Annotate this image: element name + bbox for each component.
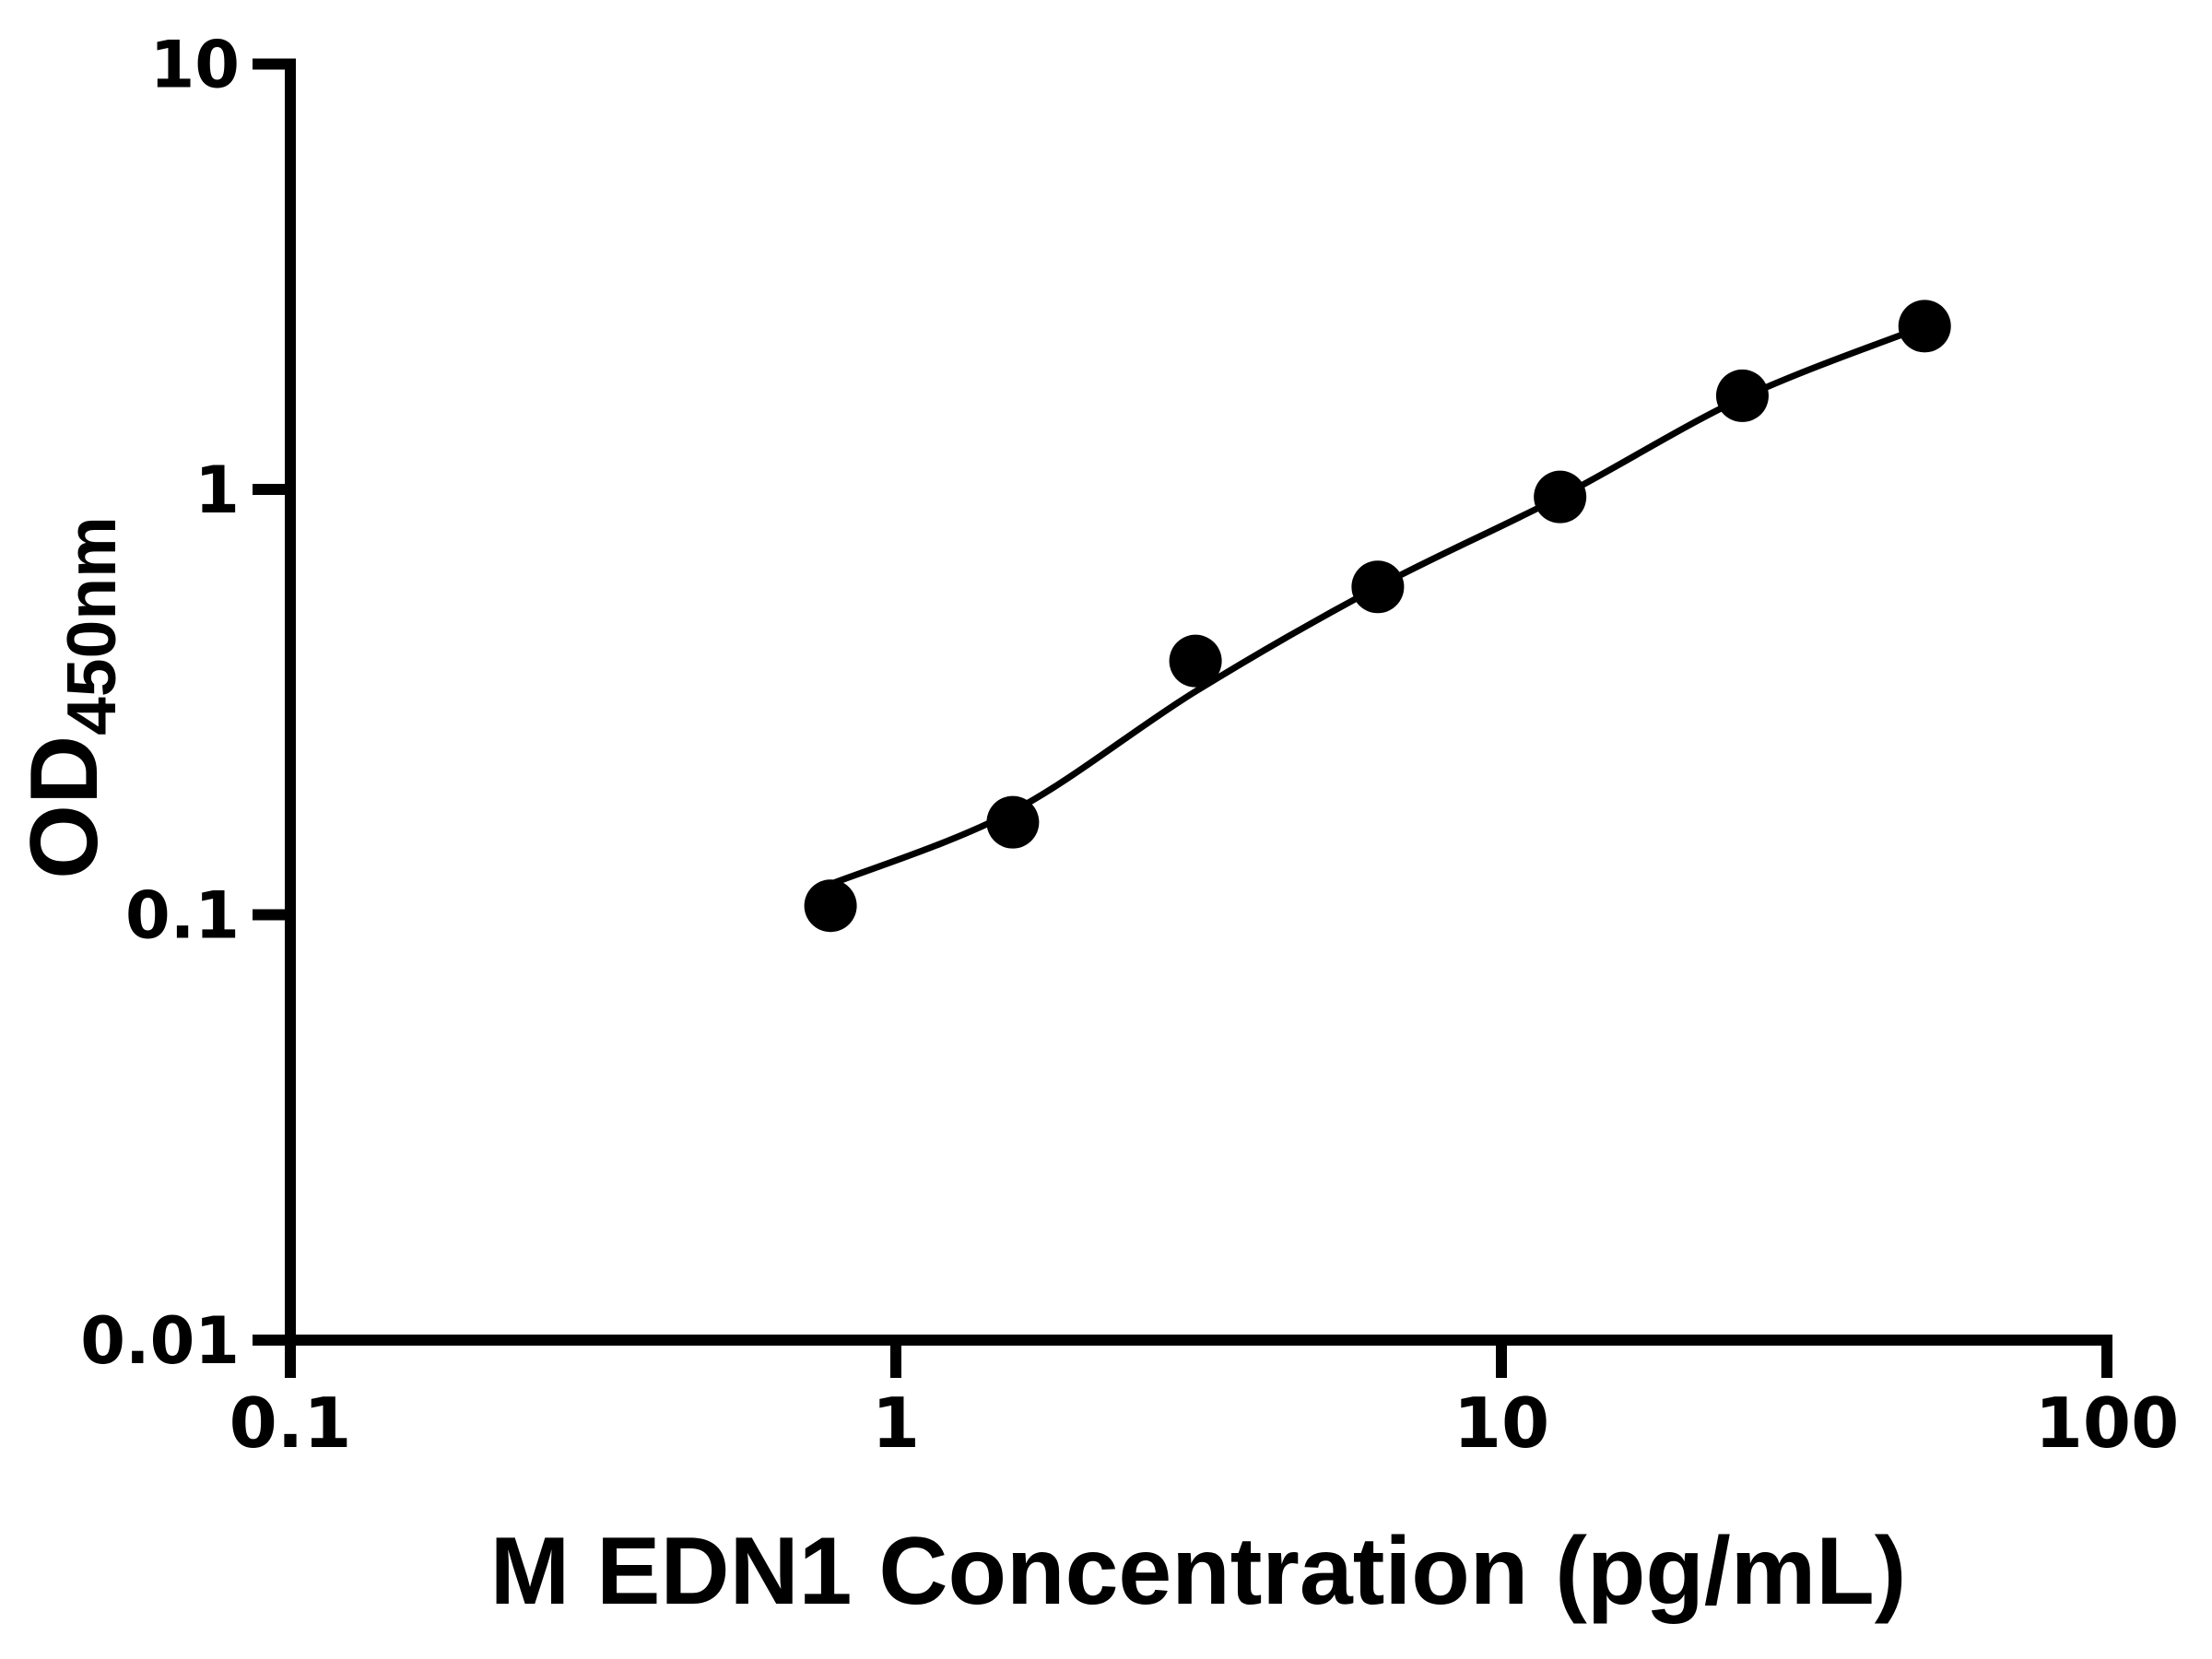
data-point xyxy=(1534,470,1587,524)
data-point xyxy=(804,879,857,933)
x-tick-label: 1 xyxy=(872,1382,920,1464)
y-axis-title-subscript: 450nm xyxy=(53,516,130,735)
data-point xyxy=(986,795,1040,849)
x-tick-label: 10 xyxy=(1453,1382,1549,1464)
y-axis-title-main: OD xyxy=(11,735,118,879)
data-point xyxy=(1169,634,1222,688)
x-tick-label: 100 xyxy=(2035,1382,2180,1464)
x-tick-label: 0.1 xyxy=(229,1382,352,1464)
data-point xyxy=(1898,300,1951,353)
x-axis-title: M EDN1 Concentration (pg/mL) xyxy=(490,1518,1907,1625)
y-tick-label: 10 xyxy=(150,28,240,103)
y-tick-label: 1 xyxy=(194,453,240,528)
y-tick-label: 0.1 xyxy=(125,878,240,954)
data-point xyxy=(1715,369,1769,422)
data-point xyxy=(1351,560,1405,614)
y-axis-title: OD450nm xyxy=(11,516,130,879)
y-tick-label: 0.01 xyxy=(80,1303,240,1379)
